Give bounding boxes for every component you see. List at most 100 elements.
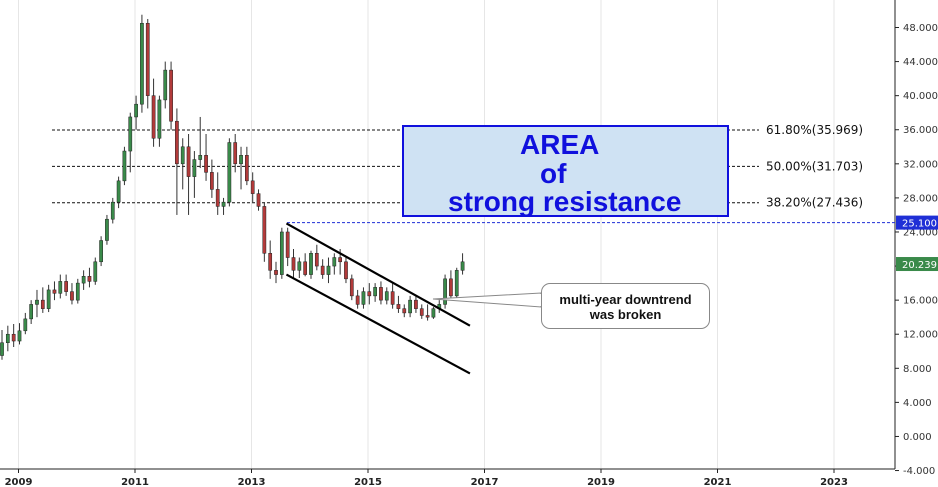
candle-up xyxy=(5,325,10,352)
candle-body xyxy=(128,116,133,152)
candle-up xyxy=(105,214,109,245)
resistance-area-box: AREA of strong resistance xyxy=(402,125,729,217)
candle-up xyxy=(29,300,33,324)
candle-up xyxy=(192,151,197,198)
candle-up xyxy=(157,95,162,147)
candle-up xyxy=(361,287,366,309)
candle-body xyxy=(408,299,412,314)
price-tag-bg xyxy=(896,257,938,272)
candle-down xyxy=(402,304,407,318)
candle-body xyxy=(145,22,150,96)
candle-up xyxy=(35,289,39,318)
candle-down xyxy=(169,61,173,130)
candle-up xyxy=(116,176,121,209)
x-tick-label: 2021 xyxy=(704,477,732,487)
candle-body xyxy=(250,180,255,194)
candle-body xyxy=(204,155,208,173)
candle-body xyxy=(460,261,465,271)
candle-down xyxy=(396,295,401,313)
candle-body xyxy=(116,180,121,203)
candle-down xyxy=(303,253,308,277)
candle-body xyxy=(268,253,273,271)
y-tick-label: 4.000 xyxy=(903,398,932,409)
x-tick-label: 2015 xyxy=(354,477,382,487)
candle-body xyxy=(291,257,296,271)
candle-body xyxy=(157,99,162,139)
candle-body xyxy=(215,189,220,207)
y-tick-label: 8.000 xyxy=(903,364,932,375)
downtrend-channel xyxy=(285,222,471,375)
fib-level-label: 50.00%(31.703) xyxy=(766,159,863,173)
candle-body xyxy=(227,142,232,203)
x-tick-label: 2011 xyxy=(121,477,149,487)
candle-body xyxy=(233,142,238,165)
candle-up xyxy=(373,283,377,302)
y-tick-label: 40.000 xyxy=(903,91,938,102)
candle-body xyxy=(349,278,354,297)
candle-body xyxy=(40,299,45,309)
area-box-line-3: strong resistance xyxy=(448,186,682,217)
candle-body xyxy=(110,201,115,220)
candle-body xyxy=(326,265,331,275)
candle-up xyxy=(408,295,412,318)
y-tick-label: 32.000 xyxy=(903,159,938,170)
candle-body xyxy=(175,120,179,165)
candle-body xyxy=(309,253,313,275)
candle-up xyxy=(227,138,232,207)
candle-up xyxy=(128,112,133,173)
fib-level-label: 38.20%(27.436) xyxy=(766,196,863,210)
candle-down xyxy=(285,227,290,267)
candle-body xyxy=(93,261,98,282)
x-axis-ticks: 2009 2011 2013 2015 2017 2019 2021 2023 xyxy=(5,469,848,487)
candle-up xyxy=(198,116,203,169)
candle-body xyxy=(373,287,377,297)
candle-up xyxy=(221,197,226,215)
callout-line-2: was broken xyxy=(589,307,662,322)
candle-down xyxy=(344,257,348,284)
candle-body xyxy=(402,308,407,314)
y-tick-label: 36.000 xyxy=(903,125,938,136)
candle-down xyxy=(314,244,319,271)
candle-down xyxy=(256,189,261,211)
candle-down xyxy=(414,295,418,313)
candle-body xyxy=(122,150,127,182)
candle-up xyxy=(180,138,185,190)
candle-up xyxy=(122,146,127,186)
candle-body xyxy=(0,342,4,356)
candle-down xyxy=(87,267,92,288)
candle-down xyxy=(449,270,453,301)
candle-body xyxy=(285,231,290,258)
candle-up xyxy=(309,250,313,279)
candle-up xyxy=(134,95,138,130)
candle-body xyxy=(355,295,360,305)
candle-down xyxy=(215,172,220,215)
channel-lower-line xyxy=(285,273,471,375)
candle-body xyxy=(221,201,226,207)
candle-body xyxy=(198,155,203,160)
price-tag: 20.239 xyxy=(896,257,938,272)
candle-body xyxy=(99,240,103,263)
price-tag: 25.100 xyxy=(896,215,938,230)
candle-up xyxy=(58,274,63,299)
candle-up xyxy=(93,257,98,285)
y-tick-label: 16.000 xyxy=(903,296,938,307)
candle-body xyxy=(274,270,278,275)
candle-down xyxy=(250,172,255,203)
candle-down xyxy=(52,281,57,301)
candle-body xyxy=(443,278,447,305)
y-tick-label: -4.000 xyxy=(903,466,935,477)
candle-down xyxy=(210,159,214,198)
candle-body xyxy=(262,206,267,254)
candle-up xyxy=(81,270,86,290)
candle-down xyxy=(151,78,156,147)
candle-down xyxy=(355,289,360,309)
candle-body xyxy=(431,308,436,318)
candle-down xyxy=(40,287,45,313)
candle-down xyxy=(320,259,325,279)
candle-up xyxy=(163,61,168,109)
y-axis-ticks: 48.000 44.000 40.000 36.000 32.000 28.000 24.0… xyxy=(895,23,938,477)
candle-up xyxy=(332,253,337,275)
candle-body xyxy=(169,69,173,122)
candle-down xyxy=(245,146,249,186)
